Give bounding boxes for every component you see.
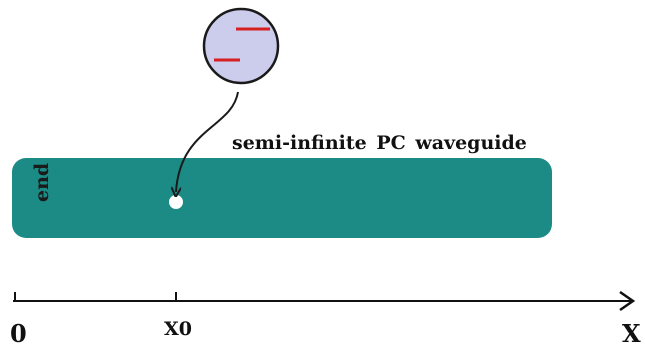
- defect-point: [169, 195, 183, 209]
- x-axis-label: X: [622, 319, 641, 348]
- x0-label: X0: [164, 318, 192, 340]
- axis-arrowhead: [619, 290, 636, 312]
- end-label: end: [31, 162, 53, 202]
- x-axis: [13, 290, 636, 312]
- pointer-arrow: [176, 91, 239, 192]
- waveguide-label: semi-infinite PC waveguide: [232, 132, 527, 154]
- inset-circle: [202, 7, 280, 85]
- waveguide-bar: [12, 158, 552, 238]
- origin-label: 0: [10, 319, 27, 348]
- inset-magnifier: [202, 7, 280, 85]
